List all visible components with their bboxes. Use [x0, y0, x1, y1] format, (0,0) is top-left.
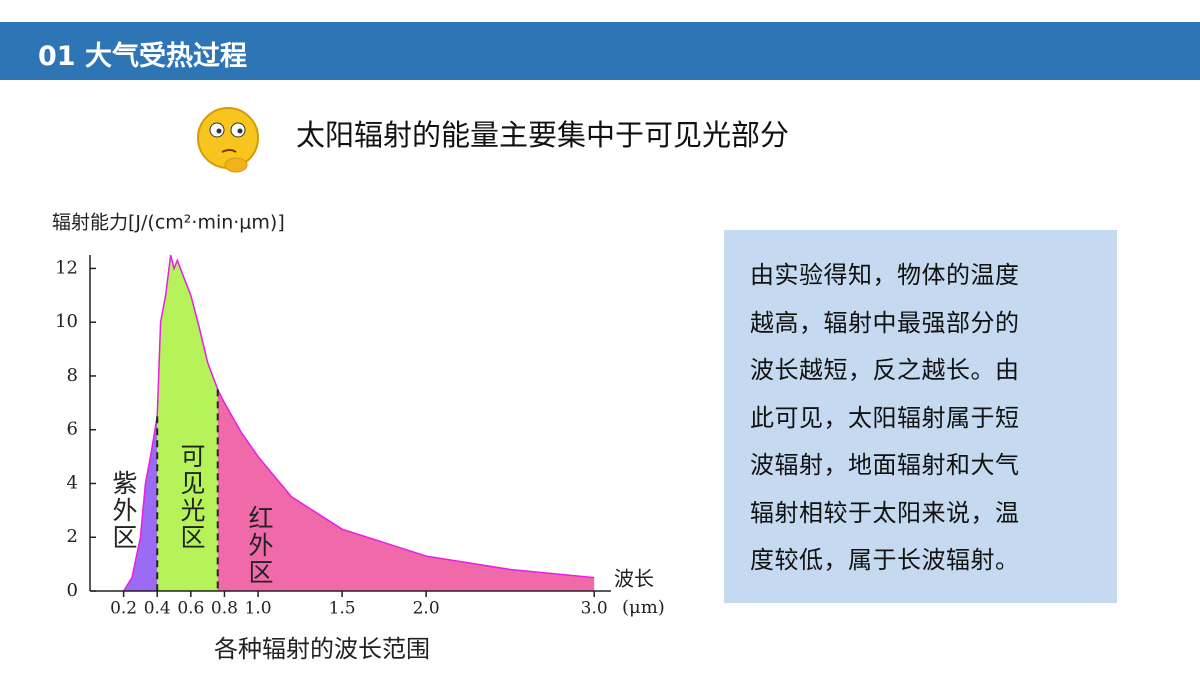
thinking-emoji	[197, 107, 259, 173]
note-line: 波长越短，反之越长。由	[750, 356, 1020, 384]
note-line: 度较低，属于长波辐射。	[750, 546, 1020, 574]
chart-title: 各种辐射的波长范围	[214, 635, 430, 663]
y-tick-label: 8	[67, 365, 78, 386]
y-tick-label: 2	[67, 526, 78, 547]
x-tick-label: 0.2	[110, 599, 137, 619]
x-tick-label: 1.5	[329, 599, 356, 619]
y-tick-label: 6	[67, 419, 78, 440]
note-line: 越高，辐射中最强部分的	[750, 308, 1020, 337]
x-axis-label: 波长	[614, 567, 654, 591]
curve-outline	[217, 389, 595, 579]
band-label: 可见光区	[177, 443, 206, 551]
curve-outline	[156, 254, 219, 417]
band-area	[217, 389, 595, 591]
y-axis-label: 辐射能力[J/(cm²·min·μm)]	[52, 212, 285, 234]
note-line: 辐射相较于太阳来说，温	[750, 498, 1020, 527]
curve-outline	[122, 416, 158, 592]
note-box: 由实验得知，物体的温度 越高，辐射中最强部分的 波长越短，反之越长。由 此可见，太阳辐…	[724, 230, 1117, 603]
y-tick-label: 0	[67, 580, 78, 601]
header-title: 01 大气受热过程	[38, 41, 247, 72]
y-tick-label: 12	[55, 257, 78, 278]
band-label: 红外区	[245, 505, 274, 586]
note-line: 此可见，太阳辐射属于短	[750, 403, 1020, 432]
band-area	[157, 255, 218, 591]
y-tick-label: 4	[67, 472, 78, 493]
x-tick-label: 2.0	[413, 599, 440, 619]
x-tick-label: 0.8	[211, 599, 238, 619]
note-line: 波辐射，地面辐射和大气	[750, 451, 1020, 479]
x-tick-label: 1.0	[245, 599, 272, 619]
x-unit: (μm)	[622, 597, 665, 618]
x-tick-label: 3.0	[581, 599, 608, 619]
x-tick-label: 0.4	[144, 599, 171, 619]
header-bar: 01 大气受热过程	[0, 22, 1200, 80]
subtitle: 太阳辐射的能量主要集中于可见光部分	[296, 118, 790, 152]
band-area	[123, 416, 158, 591]
note-line: 由实验得知，物体的温度	[750, 261, 1020, 289]
y-tick-label: 10	[55, 311, 78, 332]
x-tick-label: 0.6	[177, 599, 204, 619]
band-label: 紫外区	[109, 470, 138, 551]
